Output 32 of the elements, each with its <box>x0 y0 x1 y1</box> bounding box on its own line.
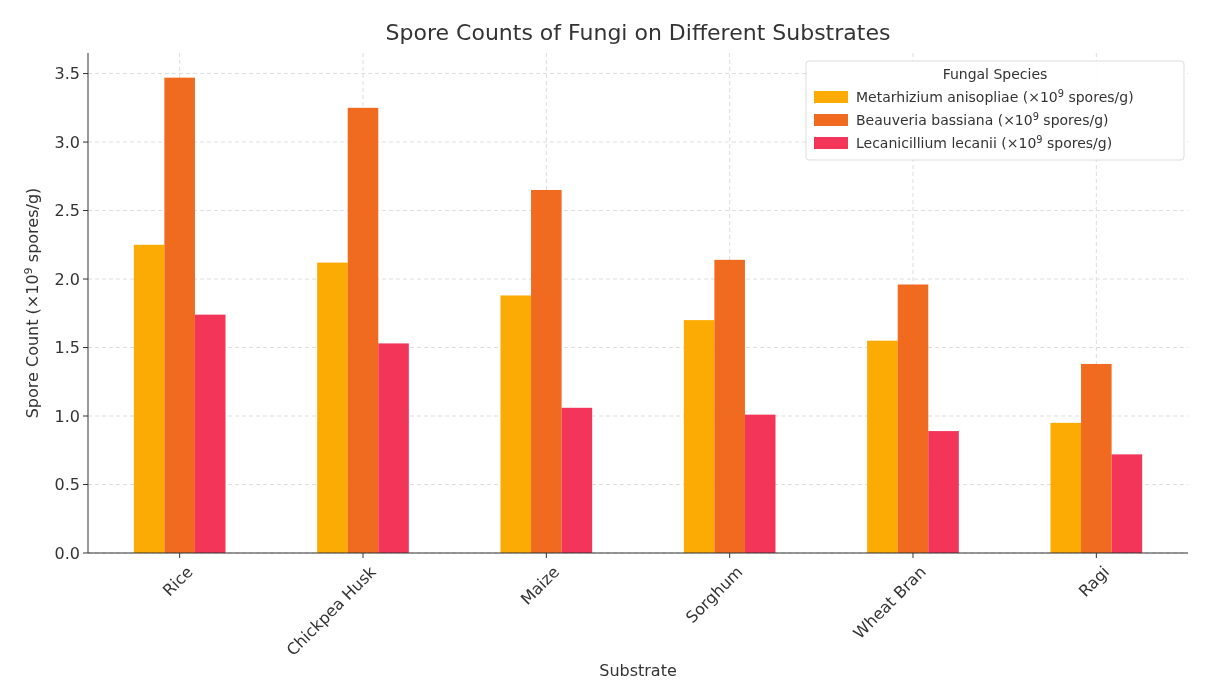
bar <box>1081 363 1112 553</box>
bar <box>714 259 745 553</box>
y-tick-label: 1.0 <box>54 406 80 426</box>
x-axis-title: Substrate <box>599 661 677 680</box>
bar <box>133 244 165 553</box>
bar <box>194 314 226 553</box>
legend-label: Metarhizium anisopliae (×10$^{9}$ spores/g) <box>856 87 1134 105</box>
bar <box>1111 454 1143 553</box>
bar <box>928 431 959 553</box>
y-tick-label: 3.0 <box>54 132 80 152</box>
bar <box>683 320 715 553</box>
bar <box>500 295 532 553</box>
bar <box>867 340 898 553</box>
bar <box>378 343 409 553</box>
bar <box>347 107 379 553</box>
legend-title: Fungal Species <box>942 66 1048 82</box>
chart-title: Spore Counts of Fungi on Different Substrates <box>385 20 891 45</box>
y-tick-label: 2.5 <box>54 201 80 221</box>
bar <box>317 262 348 553</box>
y-tick-label: 0.5 <box>54 475 80 495</box>
y-tick-label: 3.5 <box>54 64 80 84</box>
bar <box>744 414 776 553</box>
bar <box>531 189 562 553</box>
y-tick-label: 0.0 <box>54 543 80 563</box>
y-tick-label: 2.0 <box>54 269 80 289</box>
legend-label: Beauveria bassiana (×10$^{9}$ spores/g) <box>856 110 1109 128</box>
y-tick-label: 1.5 <box>54 338 80 358</box>
bar <box>897 284 929 553</box>
legend-label: Lecanicillium lecanii (×10$^{9}$ spores/g) <box>856 133 1113 151</box>
bar <box>561 407 593 553</box>
bar <box>1050 422 1082 553</box>
bar <box>164 77 195 553</box>
